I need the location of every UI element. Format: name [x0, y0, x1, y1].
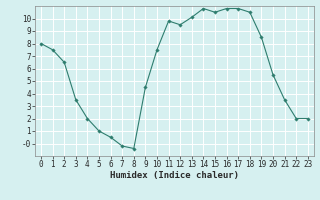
X-axis label: Humidex (Indice chaleur): Humidex (Indice chaleur): [110, 171, 239, 180]
